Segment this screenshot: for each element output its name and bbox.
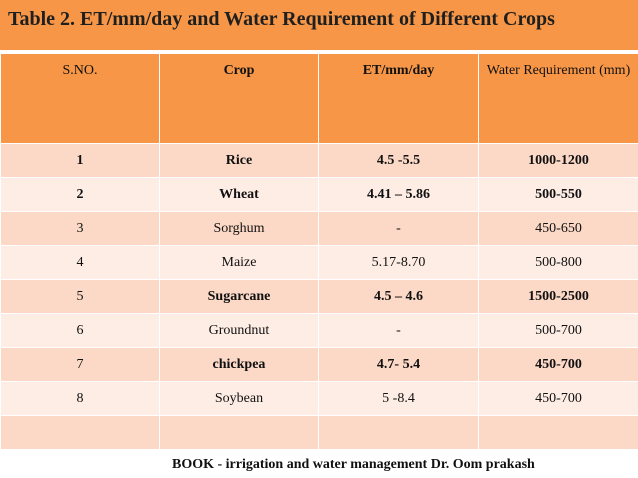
cell-crop: Maize — [159, 245, 319, 280]
cell-et: 4.5 – 4.6 — [318, 279, 479, 314]
table-row: 1 Rice 4.5 -5.5 1000-1200 — [0, 143, 638, 178]
header-water-requirement: Water Requirement (mm) — [478, 53, 638, 144]
cell-et: 4.41 – 5.86 — [318, 177, 479, 212]
cell-sno: 7 — [0, 347, 160, 382]
cell-et: - — [318, 313, 479, 348]
title-band — [0, 0, 638, 50]
cell-et: 5.17-8.70 — [318, 245, 479, 280]
cell-crop: Wheat — [159, 177, 319, 212]
cell-sno: 3 — [0, 211, 160, 246]
cell-water: 450-650 — [478, 211, 638, 246]
table-row: 3 Sorghum - 450-650 — [0, 211, 638, 246]
cell-water: 500-700 — [478, 313, 638, 348]
header-crop: Crop — [159, 53, 319, 144]
cell-crop: Soybean — [159, 381, 319, 416]
cell-et — [318, 415, 479, 450]
cell-water: 500-800 — [478, 245, 638, 280]
cell-crop: Sorghum — [159, 211, 319, 246]
cell-crop — [159, 415, 319, 450]
cell-water: 500-550 — [478, 177, 638, 212]
cell-et: - — [318, 211, 479, 246]
cell-sno: 1 — [0, 143, 160, 178]
cell-crop: Rice — [159, 143, 319, 178]
crop-water-table: S.NO. Crop ET/mm/day Water Requirement (… — [0, 53, 638, 450]
cell-sno — [0, 415, 160, 450]
cell-water: 450-700 — [478, 381, 638, 416]
cell-water: 450-700 — [478, 347, 638, 382]
table-row: 4 Maize 5.17-8.70 500-800 — [0, 245, 638, 280]
cell-water — [478, 415, 638, 450]
cell-sno: 5 — [0, 279, 160, 314]
cell-sno: 8 — [0, 381, 160, 416]
header-et: ET/mm/day — [318, 53, 479, 144]
table-row: 2 Wheat 4.41 – 5.86 500-550 — [0, 177, 638, 212]
slide-title: Table 2. ET/mm/day and Water Requirement… — [8, 8, 555, 30]
table-row: 5 Sugarcane 4.5 – 4.6 1500-2500 — [0, 279, 638, 314]
table-row: 8 Soybean 5 -8.4 450-700 — [0, 381, 638, 416]
cell-sno: 6 — [0, 313, 160, 348]
header-sno: S.NO. — [0, 53, 160, 144]
cell-sno: 2 — [0, 177, 160, 212]
table-row: 7 chickpea 4.7- 5.4 450-700 — [0, 347, 638, 382]
table-row: 6 Groundnut - 500-700 — [0, 313, 638, 348]
cell-et: 4.5 -5.5 — [318, 143, 479, 178]
table-header-row: S.NO. Crop ET/mm/day Water Requirement (… — [0, 53, 638, 144]
cell-crop: Sugarcane — [159, 279, 319, 314]
cell-crop: Groundnut — [159, 313, 319, 348]
table-row-empty — [0, 415, 638, 450]
cell-et: 5 -8.4 — [318, 381, 479, 416]
cell-crop: chickpea — [159, 347, 319, 382]
cell-water: 1000-1200 — [478, 143, 638, 178]
cell-sno: 4 — [0, 245, 160, 280]
cell-water: 1500-2500 — [478, 279, 638, 314]
source-footer: BOOK - irrigation and water management D… — [172, 457, 535, 472]
cell-et: 4.7- 5.4 — [318, 347, 479, 382]
